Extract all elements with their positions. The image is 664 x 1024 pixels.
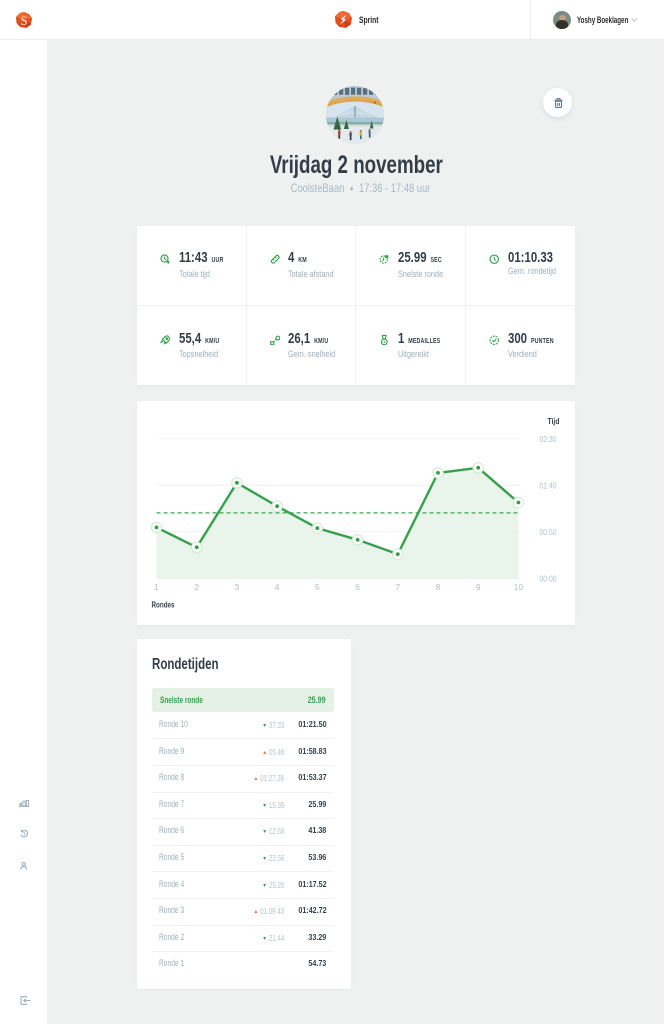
svg-text:Rondes: Rondes bbox=[152, 600, 175, 610]
svg-text:S: S bbox=[20, 13, 27, 28]
svg-text:02:30: 02:30 bbox=[540, 434, 557, 444]
svg-text:5: 5 bbox=[315, 582, 320, 592]
svg-text:4: 4 bbox=[275, 582, 280, 592]
svg-text:7: 7 bbox=[395, 582, 400, 592]
svg-text:8: 8 bbox=[436, 582, 441, 592]
svg-text:Tijd: Tijd bbox=[548, 416, 560, 426]
svg-text:00:50: 00:50 bbox=[540, 527, 557, 537]
svg-text:3: 3 bbox=[235, 582, 240, 592]
svg-text:2: 2 bbox=[194, 582, 199, 592]
svg-text:10: 10 bbox=[514, 582, 524, 592]
svg-text:00:00: 00:00 bbox=[540, 573, 557, 583]
svg-text:01:40: 01:40 bbox=[540, 480, 557, 490]
svg-text:9: 9 bbox=[476, 582, 481, 592]
svg-text:6: 6 bbox=[355, 582, 360, 592]
svg-text:1: 1 bbox=[154, 582, 159, 592]
